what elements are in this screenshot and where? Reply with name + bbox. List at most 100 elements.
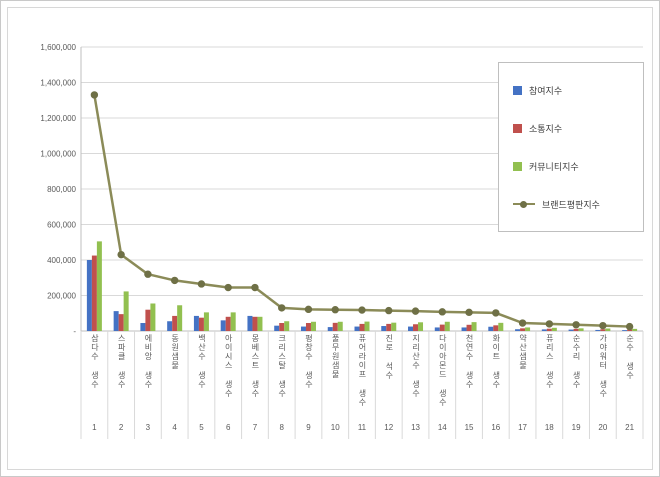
legend-swatch-participation (513, 85, 522, 95)
rank-label: 18 (544, 423, 554, 432)
rank-label: 7 (252, 423, 258, 432)
category-label: 평창수 생수 (304, 334, 314, 389)
y-tick-label: - (73, 327, 76, 336)
bar-series1-cat1 (91, 255, 97, 331)
bar-series0-cat16 (488, 326, 494, 331)
bar-series2-cat12 (391, 322, 397, 331)
bar-series0-cat9 (300, 326, 306, 331)
bar-series0-cat4 (167, 321, 173, 331)
rank-label: 15 (464, 423, 474, 432)
category-label: 삼다수 생수 (90, 334, 100, 389)
bar-series2-cat9 (310, 321, 316, 331)
line-marker-cat15 (465, 308, 473, 317)
bar-series0-cat15 (461, 327, 467, 331)
bar-series2-cat7 (257, 316, 263, 331)
bar-series1-cat21 (627, 329, 633, 331)
bar-series2-cat4 (177, 305, 183, 331)
rank-label: 2 (118, 423, 124, 432)
bar-series2-cat8 (284, 321, 290, 331)
legend-label-community: 커뮤니티지수 (529, 161, 579, 172)
rank-label: 9 (306, 423, 311, 432)
rank-label: 17 (518, 423, 528, 432)
rank-label: 8 (279, 423, 284, 432)
category-label: 순수리 생수 (572, 334, 582, 389)
bar-series1-cat8 (279, 323, 285, 331)
category-label: 진로 석수 (384, 334, 394, 380)
bar-series1-cat13 (413, 324, 419, 331)
category-label: 백산수 생수 (197, 334, 207, 389)
y-tick-label: 400,000 (47, 256, 76, 265)
bar-series0-cat20 (595, 329, 601, 331)
legend-item-community: 커뮤니티지수 (513, 160, 643, 173)
bar-series1-cat9 (305, 323, 311, 331)
bar-series2-cat14 (444, 321, 450, 331)
bar-series2-cat21 (632, 328, 638, 331)
line-marker-cat20 (599, 321, 607, 330)
category-label: 풀무원샘물 (331, 334, 341, 379)
bar-series2-cat2 (123, 291, 129, 331)
bar-series0-cat2 (113, 311, 119, 331)
bar-series2-cat5 (203, 312, 209, 331)
legend-item-communication: 소통지수 (513, 122, 643, 135)
bar-series1-cat20 (600, 329, 606, 331)
rank-label: 6 (225, 423, 231, 432)
bar-series2-cat13 (418, 322, 424, 331)
line-marker-cat1 (90, 91, 99, 99)
line-marker-cat5 (197, 280, 206, 288)
category-label: 퓨어라이프 생수 (357, 334, 367, 407)
line-marker-cat17 (518, 319, 527, 327)
rank-label: 12 (384, 423, 394, 432)
legend: 참여지수 소통지수 커뮤니티지수 브랜드평판지수 (498, 62, 644, 232)
category-label: 순수 생수 (625, 334, 635, 380)
line-marker-cat4 (170, 276, 179, 285)
rank-label: 5 (199, 423, 204, 432)
bar-series0-cat14 (434, 327, 440, 331)
category-label: 약산샘물 (518, 334, 528, 370)
bar-series1-cat6 (225, 316, 231, 331)
line-marker-cat10 (331, 306, 339, 314)
line-marker-cat11 (358, 306, 366, 314)
bar-series2-cat17 (525, 327, 531, 331)
rank-label: 21 (625, 423, 635, 432)
line-marker-cat13 (411, 307, 420, 315)
category-label: 지리산수 생수 (411, 334, 421, 398)
bar-series1-cat5 (198, 317, 204, 331)
legend-label-participation: 참여지수 (529, 85, 563, 96)
bar-series2-cat18 (551, 327, 557, 331)
bar-series2-cat19 (578, 328, 584, 331)
bar-series1-cat16 (493, 325, 499, 331)
legend-swatch-brand-index-marker (520, 200, 527, 208)
bar-series1-cat19 (573, 328, 579, 331)
line-marker-cat18 (545, 320, 554, 328)
category-label: 가야워터 생수 (598, 334, 608, 398)
bar-series1-cat15 (466, 324, 472, 331)
bar-series1-cat3 (145, 309, 151, 331)
y-tick-label: 800,000 (47, 185, 76, 194)
legend-label-communication: 소통지수 (529, 123, 563, 134)
bar-series1-cat12 (386, 323, 392, 331)
bar-series0-cat18 (541, 329, 547, 331)
category-label: 아이시스 생수 (224, 334, 234, 398)
y-tick-label: 1,600,000 (40, 43, 76, 52)
bar-series0-cat1 (86, 260, 92, 331)
bar-series2-cat16 (498, 322, 504, 331)
y-tick-label: 1,000,000 (40, 150, 76, 159)
rank-label: 20 (598, 423, 608, 432)
rank-label: 16 (491, 423, 501, 432)
rank-label: 1 (92, 423, 97, 432)
bar-series1-cat18 (546, 328, 552, 331)
bar-series0-cat19 (568, 329, 574, 331)
rank-label: 4 (172, 423, 177, 432)
category-label: 에비앙 생수 (143, 334, 153, 389)
legend-item-participation: 참여지수 (513, 84, 643, 97)
bar-series0-cat8 (274, 325, 280, 331)
line-marker-cat3 (144, 270, 152, 278)
y-tick-label: 200,000 (47, 292, 76, 301)
y-tick-label: 600,000 (47, 221, 76, 230)
bar-series0-cat10 (327, 327, 333, 331)
bar-series1-cat2 (118, 314, 124, 331)
y-tick-label: 1,400,000 (40, 79, 76, 88)
y-tick-label: 1,200,000 (40, 114, 76, 123)
legend-item-brand-index: 브랜드평판지수 (513, 198, 643, 211)
